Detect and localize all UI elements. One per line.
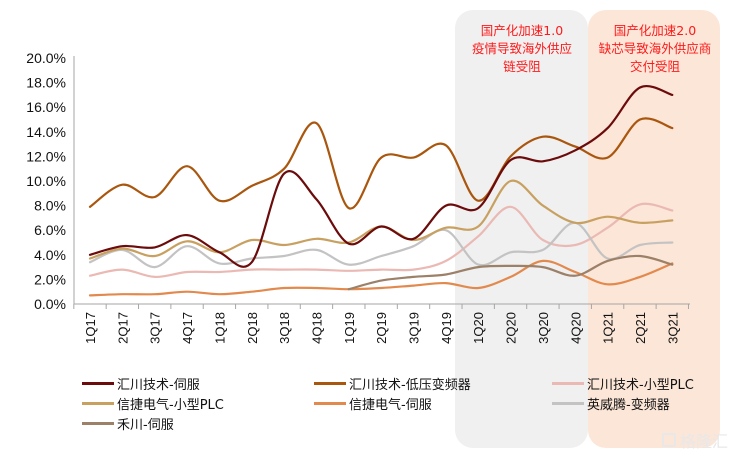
y-tick-label: 16.0% <box>26 99 66 115</box>
x-tick-label: 3Q18 <box>277 312 292 344</box>
annotation-line: 国产化加速2.0 <box>613 23 697 38</box>
shaded-regions <box>455 10 720 448</box>
annotation-line: 疫情导致海外供应 <box>471 41 572 56</box>
series-lines <box>88 85 674 297</box>
y-tick-label: 12.0% <box>26 148 66 164</box>
legend-label: 汇川技术-伺服 <box>117 378 200 393</box>
y-tick-label: 6.0% <box>34 222 66 238</box>
legend-label: 汇川技术-小型PLC <box>587 378 694 393</box>
annotation-line: 交付受阻 <box>629 59 680 74</box>
legend-item: 禾川-伺服 <box>82 414 174 433</box>
legend-label: 汇川技术-低压变频器 <box>349 378 471 393</box>
legend-swatch <box>552 402 584 405</box>
shaded-region <box>455 10 588 448</box>
y-tick-label: 20.0% <box>26 50 66 66</box>
legend-swatch <box>82 382 114 385</box>
watermark-logo-icon <box>661 433 676 447</box>
series-line <box>88 259 674 297</box>
legend-label: 英威腾-变频器 <box>587 398 670 413</box>
legend-label: 信捷电气-小型PLC <box>117 398 224 413</box>
legend-item: 汇川技术-低压变频器 <box>314 374 471 393</box>
x-tick-label: 4Q20 <box>568 312 583 344</box>
x-tick-label: 4Q19 <box>439 312 454 344</box>
y-tick-label: 2.0% <box>34 271 66 287</box>
annotation-covid: 国产化加速1.0 疫情导致海外供应 链受阻 <box>458 22 586 76</box>
legend-item: 汇川技术-小型PLC <box>552 374 694 393</box>
x-tick-label: 1Q17 <box>83 312 98 344</box>
x-tick-label: 3Q17 <box>148 312 163 344</box>
x-tick-label: 1Q19 <box>342 312 357 344</box>
y-tick-label: 18.0% <box>26 75 66 91</box>
x-tick-label: 1Q18 <box>212 312 227 344</box>
legend-item: 信捷电气-伺服 <box>314 394 432 413</box>
x-tick-label: 2Q20 <box>504 312 519 344</box>
legend-swatch <box>314 382 346 385</box>
y-tick-label: 4.0% <box>34 247 66 263</box>
annotation-line: 国产化加速1.0 <box>480 23 564 38</box>
x-tick-label: 2Q17 <box>115 312 130 344</box>
series-line <box>88 85 674 268</box>
y-tick-label: 8.0% <box>34 198 66 214</box>
x-tick-label: 3Q21 <box>665 312 680 344</box>
axes: 0.0% 2.0% 4.0% 6.0% 8.0% 10.0% 12.0% 14.0% 16.0%… <box>26 50 690 344</box>
y-tick-label: 0.0% <box>34 296 66 312</box>
x-tick-label: 4Q17 <box>180 312 195 344</box>
x-tick-label: 1Q21 <box>601 312 616 344</box>
x-tick-label: 2Q18 <box>245 312 260 344</box>
y-tick-label: 14.0% <box>26 124 66 140</box>
legend-label: 禾川-伺服 <box>117 418 174 433</box>
legend-swatch <box>82 422 114 425</box>
x-tick-label: 2Q19 <box>374 312 389 344</box>
legend-swatch <box>314 402 346 405</box>
x-tick-label: 4Q18 <box>309 312 324 344</box>
legend-swatch <box>552 382 584 385</box>
watermark: 格隆汇 <box>661 428 728 452</box>
annotation-chip-shortage: 国产化加速2.0 缺芯导致海外供应商 交付受阻 <box>590 22 720 76</box>
series-line <box>347 254 674 291</box>
series-line <box>88 202 674 279</box>
x-tick-label: 3Q20 <box>536 312 551 344</box>
annotation-line: 链受阻 <box>503 59 541 74</box>
legend-item: 英威腾-变频器 <box>552 394 670 413</box>
watermark-text: 格隆汇 <box>679 432 728 451</box>
legend-swatch <box>82 402 114 405</box>
legend-label: 信捷电气-伺服 <box>349 398 432 413</box>
legend-item: 信捷电气-小型PLC <box>82 394 224 413</box>
x-tick-label: 2Q21 <box>633 312 648 344</box>
shaded-region <box>588 10 720 448</box>
annotation-line: 缺芯导致海外供应商 <box>598 41 712 56</box>
x-tick-label: 3Q19 <box>407 312 422 344</box>
legend-item: 汇川技术-伺服 <box>82 374 200 393</box>
y-tick-label: 10.0% <box>26 173 66 189</box>
x-tick-label: 1Q20 <box>471 312 486 344</box>
series-line <box>88 117 674 210</box>
